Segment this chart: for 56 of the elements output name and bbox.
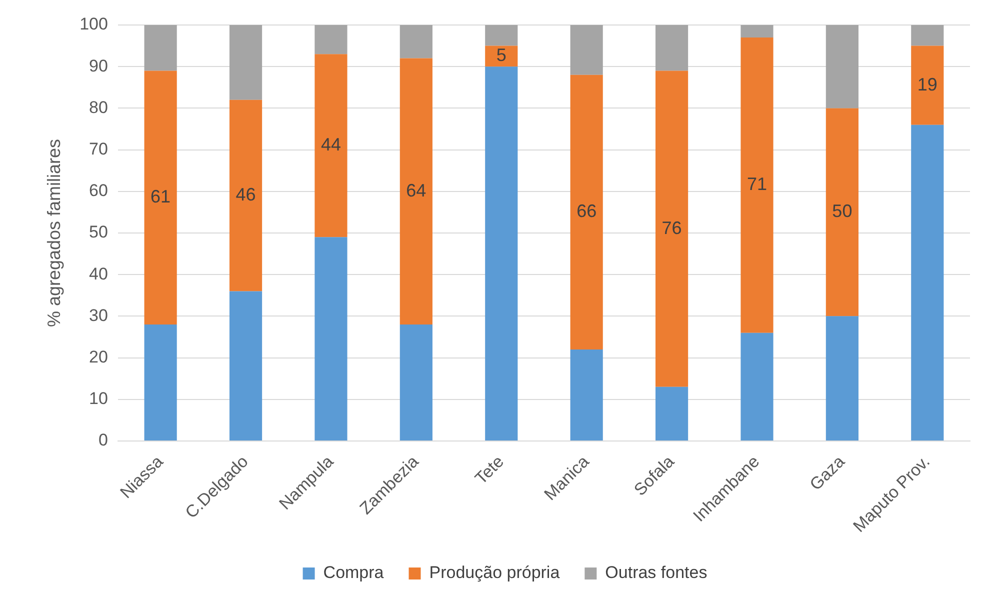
bar — [485, 66, 518, 440]
data-label: 61 — [150, 186, 171, 207]
bar — [655, 25, 688, 71]
data-label: 50 — [832, 201, 852, 222]
bar — [229, 25, 262, 100]
data-label: 19 — [917, 74, 938, 94]
bar — [570, 349, 603, 440]
bar — [655, 386, 688, 440]
data-label: 66 — [576, 201, 597, 222]
data-label: 44 — [320, 134, 341, 155]
bar — [740, 25, 774, 38]
bar — [570, 74, 603, 350]
y-tick-label: 100 — [80, 14, 108, 34]
y-tick-label: 70 — [89, 139, 108, 158]
bar — [911, 25, 944, 46]
bar — [144, 70, 177, 325]
bar — [911, 124, 944, 440]
bar — [911, 46, 944, 125]
y-tick-label: 0 — [98, 430, 108, 450]
bar — [570, 25, 603, 75]
x-tick-label: Tete — [471, 452, 508, 488]
bar — [229, 100, 262, 292]
legend-label: Produção própria — [429, 563, 560, 582]
bar — [655, 70, 688, 387]
bar — [826, 25, 858, 108]
y-axis-title: % agregados familiares — [44, 138, 64, 328]
bar — [400, 25, 432, 58]
bar — [144, 324, 177, 440]
legend-label: Outras fontes — [605, 563, 708, 582]
data-label: 71 — [746, 174, 768, 194]
bar — [314, 54, 348, 238]
data-label: 64 — [406, 180, 426, 200]
data-label: 5 — [496, 45, 506, 66]
data-label: 76 — [662, 218, 682, 238]
y-tick-label: 60 — [89, 181, 108, 200]
data-label: 46 — [236, 184, 256, 205]
bar — [229, 291, 262, 440]
bar — [740, 332, 774, 440]
y-tick-label: 40 — [89, 264, 108, 284]
y-tick-label: 10 — [89, 389, 108, 408]
bar — [314, 25, 348, 54]
y-tick-label: 80 — [89, 98, 108, 117]
bar — [400, 58, 432, 325]
bar — [144, 25, 177, 71]
bar — [485, 46, 518, 67]
bar — [314, 237, 348, 440]
bar — [400, 324, 432, 440]
bar — [826, 108, 858, 316]
y-tick-label: 50 — [89, 222, 108, 242]
y-tick-label: 20 — [89, 347, 108, 366]
bar — [826, 316, 858, 440]
bar — [485, 25, 518, 46]
legend-label: Compra — [323, 563, 384, 582]
bar — [740, 37, 774, 333]
y-tick-label: 30 — [89, 306, 108, 325]
y-tick-label: 90 — [89, 56, 108, 76]
